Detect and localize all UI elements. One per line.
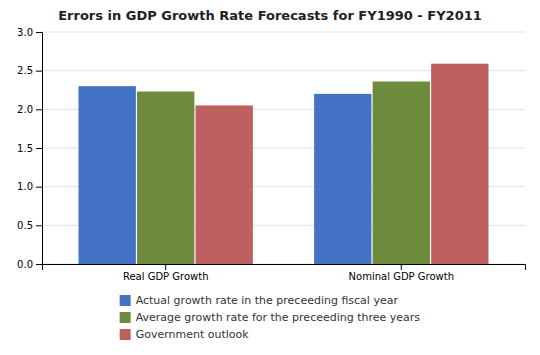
grid [42,32,525,264]
legend-item: Actual growth rate in the preceeding fis… [120,294,399,307]
x-tick: Real GDP Growth [123,264,209,282]
y-tick-label: 1.5 [17,143,33,154]
legend-label: Government outlook [136,328,250,341]
y-tick-mark [36,187,42,188]
y-tick-label: 1.0 [17,181,33,192]
bar [373,81,430,264]
x-tick: Nominal GDP Growth [349,264,454,282]
y-tick-mark [36,264,42,265]
x-axis-line [43,265,526,271]
y-tick: 1.0 [17,181,42,192]
bar [196,105,253,264]
y-tick-mark [36,32,42,33]
grid-line [42,32,525,33]
legend-label: Average growth rate for the preceeding t… [136,311,421,324]
y-tick-mark [36,148,42,149]
bars [79,64,489,264]
bar [79,86,136,264]
y-tick: 2.5 [17,65,42,76]
y-tick-mark [36,225,42,226]
chart: Errors in GDP Growth Rate Forecasts for … [0,0,540,355]
y-axis-line [36,33,43,265]
legend-swatch [120,312,131,323]
legend: Actual growth rate in the preceeding fis… [120,294,421,341]
x-tick-label: Real GDP Growth [123,271,209,282]
chart-container: Errors in GDP Growth Rate Forecasts for … [0,0,540,355]
x-axis: Real GDP Growth Nominal GDP Growth [43,264,526,282]
y-tick: 0.5 [17,220,42,231]
y-tick-label: 2.5 [17,65,33,76]
y-tick: 1.5 [17,143,42,154]
bar [431,64,488,264]
y-axis: 0.0 0.5 1.0 1.5 2.0 2.5 3.0 [17,27,42,270]
plot: 0.0 0.5 1.0 1.5 2.0 2.5 3.0 Real GDP Growth Nomi… [17,27,525,282]
legend-item: Government outlook [120,328,250,341]
y-tick: 2.0 [17,104,42,115]
y-tick: 0.0 [17,259,42,270]
legend-swatch [120,295,131,306]
y-tick-mark [36,71,42,72]
x-tick-mark [401,264,402,270]
y-tick-label: 3.0 [17,27,33,38]
y-tick-mark [36,109,42,110]
legend-item: Average growth rate for the preceeding t… [120,311,421,324]
legend-label: Actual growth rate in the preceeding fis… [136,294,399,307]
legend-swatch [120,329,131,340]
x-tick-label: Nominal GDP Growth [349,271,454,282]
y-tick-label: 0.5 [17,220,33,231]
x-tick-mark [165,264,166,270]
bar [137,92,194,264]
y-tick: 3.0 [17,27,42,38]
bar [314,94,371,264]
y-tick-label: 2.0 [17,104,33,115]
y-tick-label: 0.0 [17,259,33,270]
title: Errors in GDP Growth Rate Forecasts for … [58,8,482,23]
